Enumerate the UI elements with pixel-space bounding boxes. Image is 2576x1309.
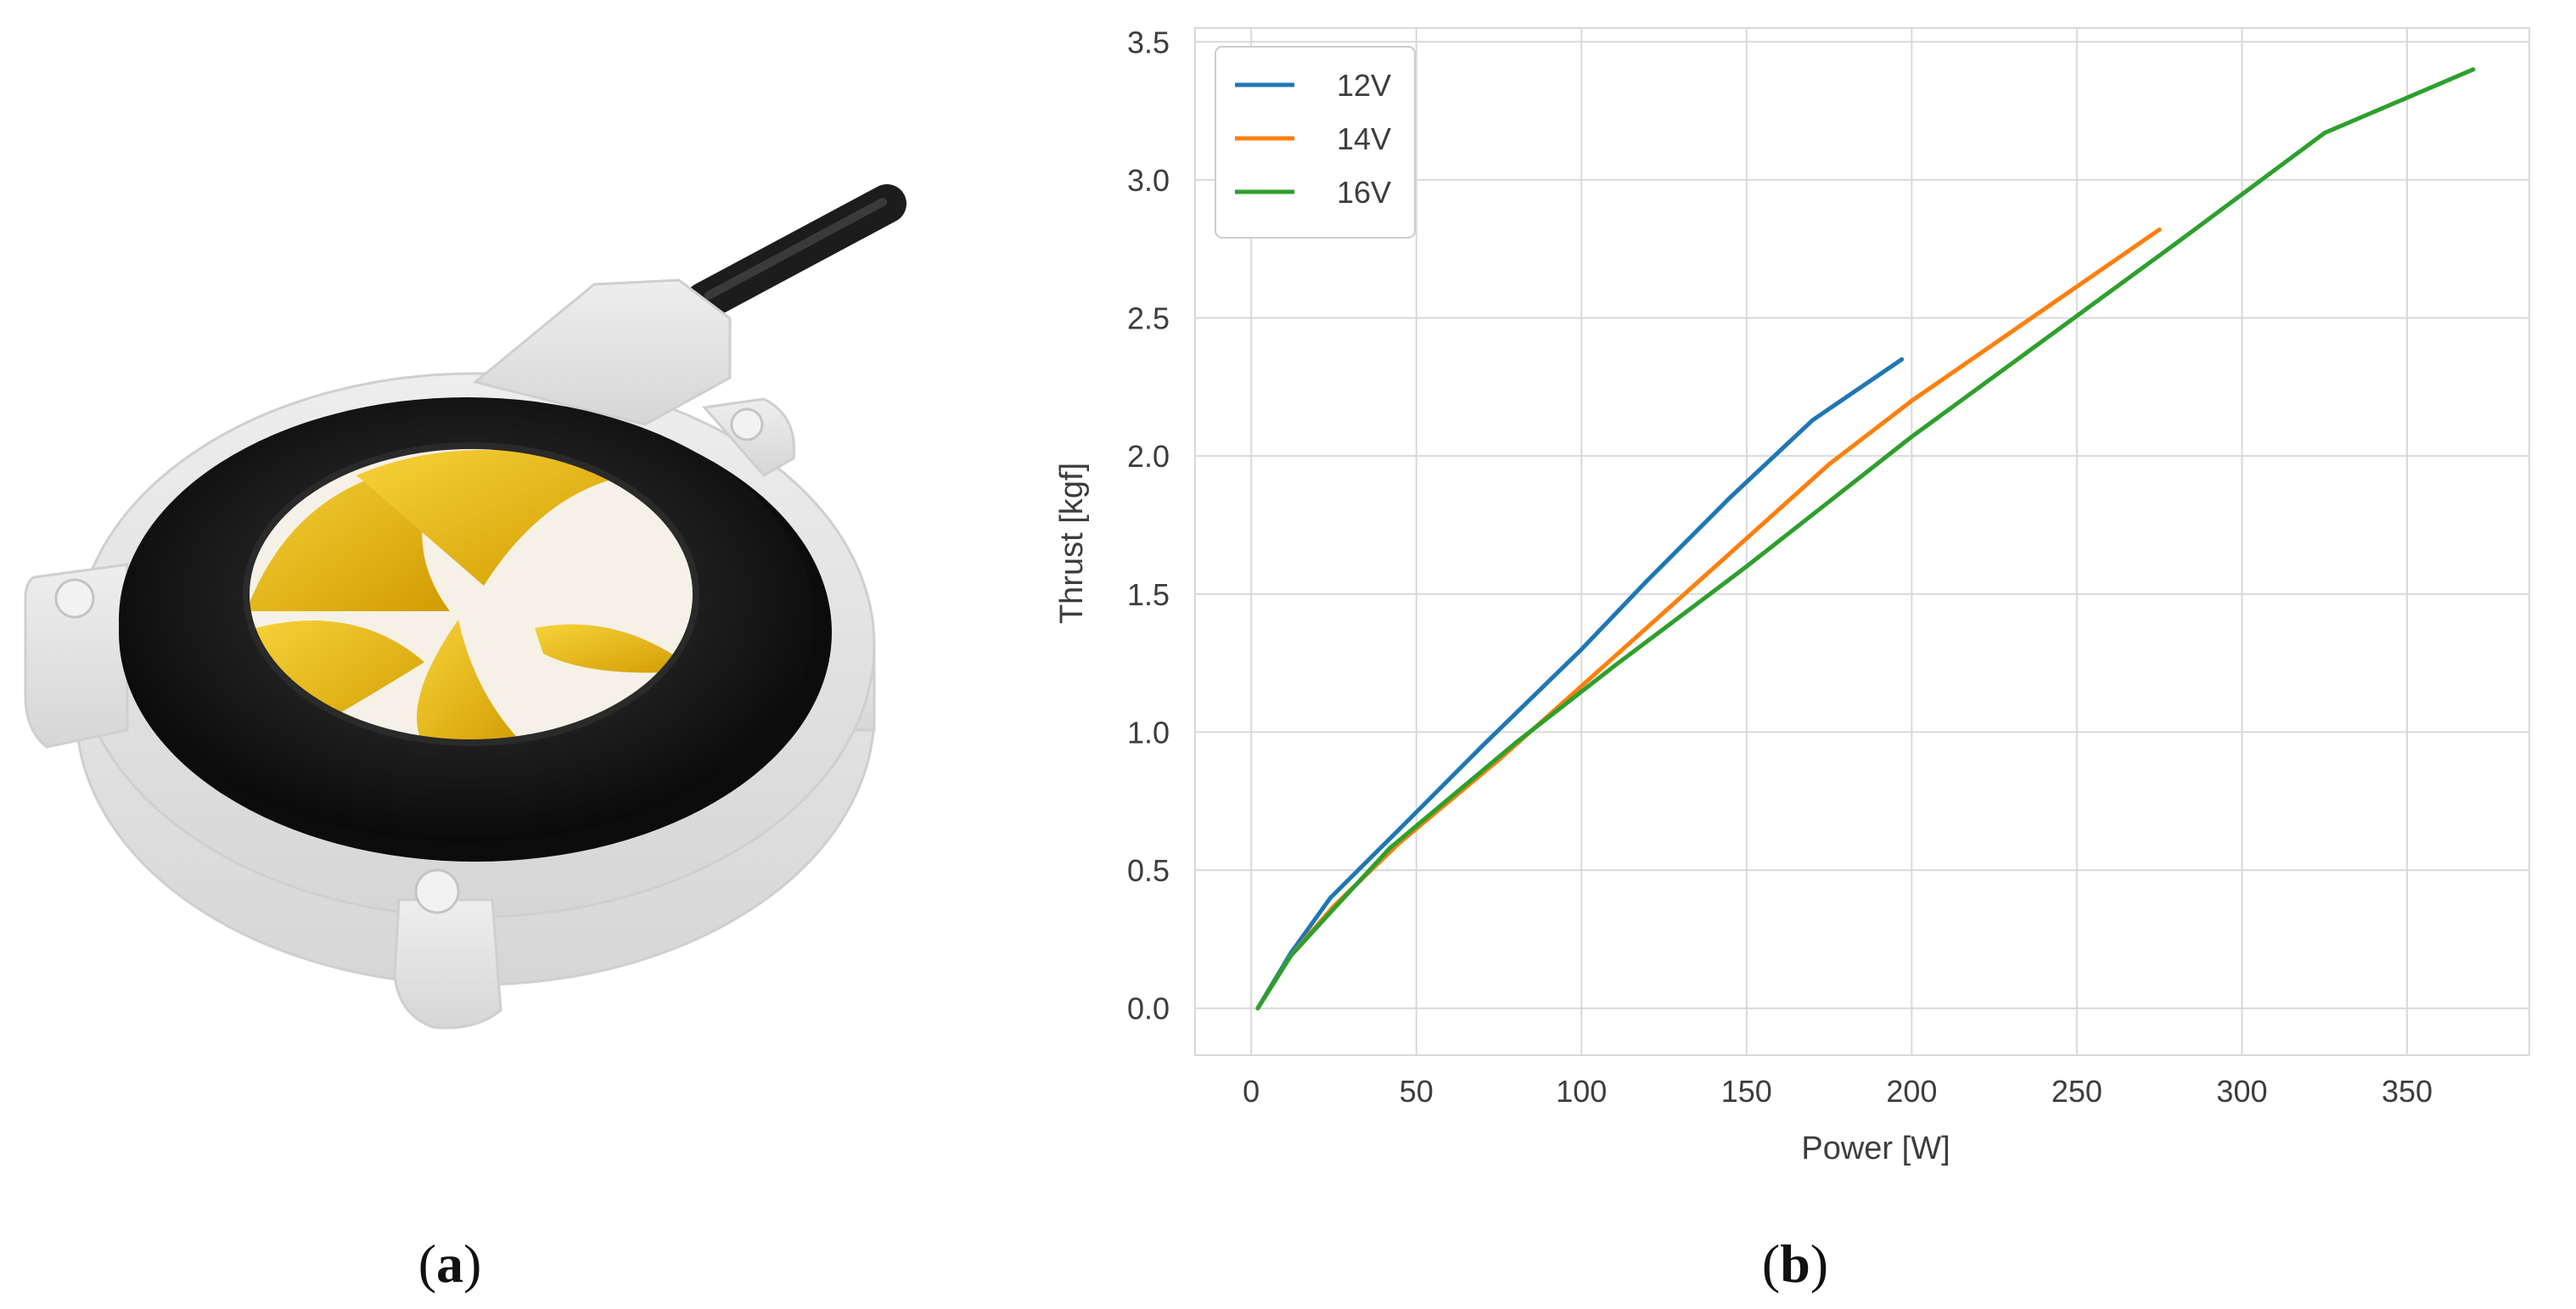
x-tick-label: 350 — [2382, 1074, 2433, 1109]
y-tick-label: 3.5 — [1127, 25, 1170, 59]
thrust-power-chart: 0 50 100 150 200 250 300 350 0.0 0.5 1.0 1.5 2.0 2.5 3… — [1054, 25, 2530, 1166]
series-line-16V — [1255, 67, 2476, 1011]
y-axis-label: Thrust [kgf] — [1054, 463, 1090, 624]
y-tick-label: 1.0 — [1127, 715, 1170, 750]
y-tick-label: 0.5 — [1127, 853, 1170, 888]
grid — [1195, 28, 2529, 1055]
legend-label-12V: 12V — [1337, 68, 1391, 103]
series-lines — [1255, 67, 2476, 1011]
legend: 12V 14V 16V — [1215, 46, 1416, 239]
y-tick-label: 0.0 — [1127, 992, 1170, 1026]
propeller — [243, 442, 699, 746]
x-tick-label: 0 — [1243, 1074, 1260, 1109]
panel-label-b: (b) — [1762, 1233, 1828, 1294]
mounting-hole — [730, 407, 764, 441]
tick-labels: 0 50 100 150 200 250 300 350 0.0 0.5 1.0 1.5 2.0 2.5 3… — [1127, 25, 2433, 1109]
x-axis-label: Power [W] — [1801, 1131, 1950, 1166]
plot-area — [1194, 27, 2530, 1056]
mounting-hole — [54, 578, 95, 619]
panel-label-a: (a) — [418, 1233, 482, 1294]
y-tick-label: 2.5 — [1127, 301, 1170, 336]
legend-label-14V: 14V — [1337, 121, 1391, 156]
y-tick-label: 3.0 — [1127, 163, 1170, 198]
x-tick-label: 50 — [1400, 1074, 1434, 1109]
cable — [685, 184, 906, 321]
mounting-hole — [414, 868, 460, 914]
x-tick-label: 150 — [1721, 1074, 1772, 1109]
x-tick-label: 250 — [2051, 1074, 2102, 1109]
thruster-illustration — [24, 184, 906, 1030]
y-tick-label: 2.0 — [1127, 439, 1170, 474]
series-line-12V — [1255, 357, 1905, 1011]
x-tick-label: 300 — [2216, 1074, 2267, 1109]
y-tick-label: 1.5 — [1127, 577, 1170, 612]
x-tick-label: 100 — [1556, 1074, 1607, 1109]
x-tick-label: 200 — [1886, 1074, 1937, 1109]
legend-label-16V: 16V — [1337, 175, 1391, 210]
